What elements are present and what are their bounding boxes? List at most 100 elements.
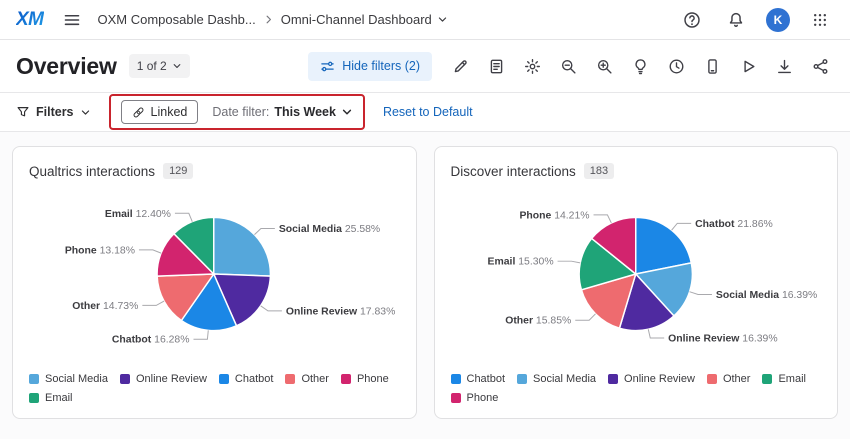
legend-swatch xyxy=(608,374,619,384)
pie-label-other: Other 15.85% xyxy=(505,316,571,327)
legend-swatch xyxy=(29,393,39,403)
clock-icon xyxy=(669,59,683,73)
count-badge: 183 xyxy=(583,163,615,179)
widget-title: Qualtrics interactions xyxy=(29,163,156,179)
menu-button[interactable] xyxy=(58,6,86,34)
page-selector[interactable]: 1 of 2 xyxy=(128,54,190,78)
notifications-button[interactable] xyxy=(722,6,750,34)
legend-item-email[interactable]: Email xyxy=(762,373,806,385)
date-filter-dropdown[interactable]: Date filter: This Week xyxy=(212,105,353,119)
pie-label-line xyxy=(254,228,275,236)
pie-slice-other[interactable] xyxy=(579,272,637,330)
breadcrumb-current[interactable]: Omni-Channel Dashboard xyxy=(281,12,448,27)
legend-swatch xyxy=(517,374,528,384)
page-selector-label: 1 of 2 xyxy=(136,59,167,73)
edit-icon xyxy=(454,59,467,72)
page-header: Overview 1 of 2 Hide filters (2) xyxy=(0,40,850,92)
legend-item-online-review[interactable]: Online Review xyxy=(608,373,695,385)
annotation-highlight-box: Linked Date filter: This Week xyxy=(108,94,365,130)
report-icon xyxy=(490,59,502,73)
legend-item-other[interactable]: Other xyxy=(285,373,329,385)
legend-item-phone[interactable]: Phone xyxy=(340,373,389,385)
legend-item-online-review[interactable]: Online Review xyxy=(119,373,207,385)
topbar: XM OXM Composable Dashb... Omni-Channel … xyxy=(0,0,850,40)
pie-label-other: Other 14.73% xyxy=(72,301,138,312)
caret-down-icon xyxy=(81,109,89,115)
legend-label: Chatbot xyxy=(466,373,506,385)
legend-swatch xyxy=(450,374,461,384)
pie-label-line xyxy=(574,313,596,321)
pie-label-email: Email 15.30% xyxy=(487,257,553,268)
history-button[interactable] xyxy=(662,52,690,80)
legend-item-chatbot[interactable]: Chatbot xyxy=(450,373,506,385)
pie-label-chatbot: Chatbot 16.28% xyxy=(112,335,190,346)
link-icon xyxy=(133,107,143,117)
legend-swatch xyxy=(450,393,461,403)
breadcrumb: OXM Composable Dashb... Omni-Channel Das… xyxy=(98,12,448,27)
breadcrumb-root[interactable]: OXM Composable Dashb... xyxy=(98,12,256,27)
chart-legend: Chatbot Social Media Online Review Other Ema… xyxy=(449,369,824,410)
pie-slice-phone[interactable] xyxy=(590,216,636,276)
chart-legend: Social Media Online Review Chatbot Other Pho… xyxy=(27,369,402,410)
hide-filters-button[interactable]: Hide filters (2) xyxy=(308,51,432,81)
pie-slice-social-media[interactable] xyxy=(213,216,272,277)
legend-label: Online Review xyxy=(135,373,207,385)
pie-label-chatbot: Chatbot 21.86% xyxy=(695,219,773,230)
pie-label-line xyxy=(557,260,580,264)
pie-label-social-media: Social Media 25.58% xyxy=(279,224,380,235)
pie-slice-chatbot[interactable] xyxy=(634,216,692,275)
settings-button[interactable] xyxy=(518,52,546,80)
zoom-out-button[interactable] xyxy=(554,52,582,80)
legend-swatch xyxy=(706,374,717,384)
edit-button[interactable] xyxy=(446,52,474,80)
legend-swatch xyxy=(29,374,39,384)
help-button[interactable] xyxy=(678,6,706,34)
share-button[interactable] xyxy=(806,52,834,80)
legend-item-phone[interactable]: Phone xyxy=(450,392,498,404)
legend-item-other[interactable]: Other xyxy=(706,373,750,385)
reset-to-default-link[interactable]: Reset to Default xyxy=(382,105,473,119)
avatar[interactable]: K xyxy=(766,7,790,32)
date-filter-label: Date filter: xyxy=(212,105,270,119)
tips-button[interactable] xyxy=(626,52,654,80)
zoom-in-button[interactable] xyxy=(590,52,618,80)
date-filter-value: This Week xyxy=(274,105,336,119)
pie-label-line xyxy=(260,305,282,312)
widget-title: Discover interactions xyxy=(450,163,576,179)
report-button[interactable] xyxy=(482,52,510,80)
download-button[interactable] xyxy=(770,52,798,80)
caret-down-icon xyxy=(342,109,352,115)
legend-swatch xyxy=(340,374,351,384)
pie-label-line xyxy=(193,330,209,340)
pie-slice-email[interactable] xyxy=(577,237,637,291)
linked-label: Linked xyxy=(150,105,188,119)
legend-item-email[interactable]: Email xyxy=(29,392,73,404)
legend-item-social-media[interactable]: Social Media xyxy=(517,373,596,385)
present-button[interactable] xyxy=(734,52,762,80)
filters-toggle[interactable]: Filters xyxy=(16,105,91,119)
legend-label: Phone xyxy=(356,373,389,385)
pie-slice-other[interactable] xyxy=(156,273,216,322)
legend-item-chatbot[interactable]: Chatbot xyxy=(218,373,274,385)
hamburger-icon xyxy=(64,14,79,25)
breadcrumb-root-label: OXM Composable Dashb... xyxy=(97,12,256,27)
bell-icon xyxy=(729,12,743,27)
pie-slice-online-review[interactable] xyxy=(212,273,272,327)
pie-label-line xyxy=(688,291,712,295)
apps-button[interactable] xyxy=(806,6,834,34)
legend-label: Other xyxy=(301,373,329,385)
pie-label-email: Email 12.40% xyxy=(105,209,171,220)
mobile-icon xyxy=(707,58,717,74)
widget-qualtrics-interactions: Qualtrics interactions 129 Social Media … xyxy=(12,146,417,419)
dashboard-content: Qualtrics interactions 129 Social Media … xyxy=(0,132,850,439)
mobile-preview-button[interactable] xyxy=(698,52,726,80)
topbar-right: K xyxy=(678,6,834,34)
legend-swatch xyxy=(119,374,130,384)
legend-item-social-media[interactable]: Social Media xyxy=(29,373,108,385)
filter-bar: Filters Linked Date filter: This Week Re… xyxy=(0,92,850,132)
page-title: Overview xyxy=(16,52,117,79)
count-badge: 129 xyxy=(163,163,194,179)
legend-label: Chatbot xyxy=(234,373,274,385)
linked-button[interactable]: Linked xyxy=(120,100,199,124)
